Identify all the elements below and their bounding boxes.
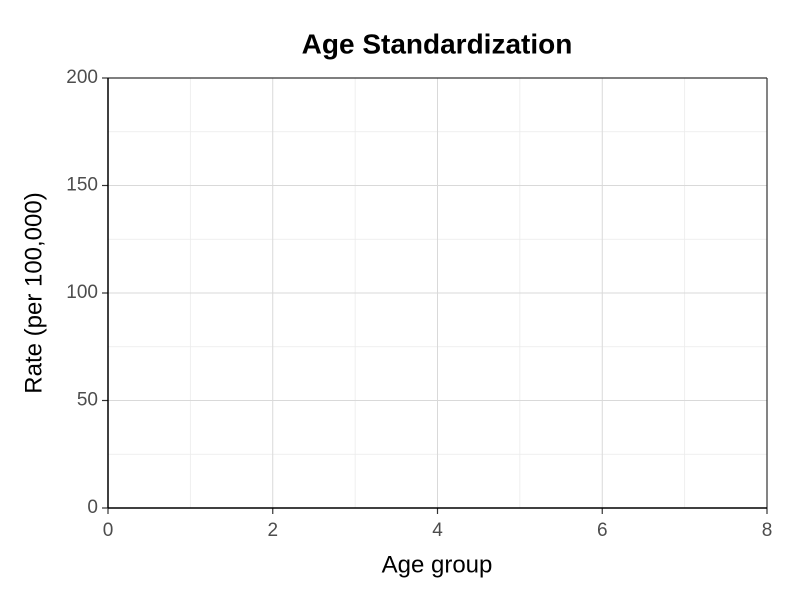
- x-tick-label: 8: [762, 520, 773, 541]
- x-tick-label: 6: [597, 520, 608, 541]
- axes: 0 2 4 6 8 0 50 100 150 200: [66, 67, 772, 541]
- x-tick-label: 2: [267, 520, 278, 541]
- x-tick-label: 0: [103, 520, 114, 541]
- x-axis-label: Age group: [382, 551, 493, 578]
- x-tick-label: 4: [432, 520, 443, 541]
- y-tick-label: 150: [66, 175, 98, 196]
- y-axis-label: Rate (per 100,000): [20, 192, 47, 393]
- y-tick-label: 50: [77, 390, 98, 411]
- chart-title: Age Standardization: [302, 28, 573, 59]
- y-tick-label: 200: [66, 67, 98, 88]
- y-tick-label: 0: [87, 497, 98, 518]
- y-tick-label: 100: [66, 282, 98, 303]
